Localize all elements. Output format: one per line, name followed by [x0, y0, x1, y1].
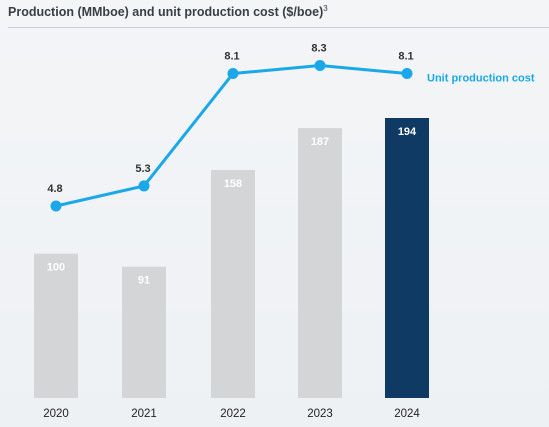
- bar-value-label-2024: 194: [398, 126, 417, 138]
- unit-cost-point-2023: [314, 60, 326, 71]
- unit-cost-point-2024: [401, 68, 413, 80]
- bar-2021: [122, 266, 166, 398]
- unit-cost-value-label-2021: 5.3: [135, 163, 150, 175]
- x-tick-2021: 2021: [131, 408, 157, 420]
- x-tick-2020: 2020: [43, 408, 69, 420]
- unit-cost-points: [50, 60, 413, 212]
- unit-cost-value-label-2020: 4.8: [47, 183, 62, 195]
- unit-cost-point-2021: [138, 180, 150, 192]
- bar-value-label-2021: 91: [138, 275, 150, 287]
- x-tick-2022: 2022: [220, 408, 246, 420]
- unit-cost-point-2022: [227, 68, 239, 80]
- x-axis-tick-labels: 2020 2021 2022 2023 2024: [43, 408, 420, 420]
- title-footnote-marker: 3: [323, 4, 328, 13]
- bar-2023: [298, 128, 342, 398]
- unit-cost-value-labels: 4.8 5.3 8.1 8.3 8.1: [47, 43, 413, 196]
- bar-value-label-2020: 100: [47, 262, 65, 274]
- chart-title-text: Production (MMboe) and unit production c…: [8, 5, 324, 20]
- bar-2020: [34, 253, 78, 398]
- unit-cost-value-label-2022: 8.1: [224, 51, 239, 63]
- unit-cost-value-label-2024: 8.1: [398, 51, 413, 63]
- x-tick-2023: 2023: [307, 408, 333, 420]
- bar-2024: [385, 118, 429, 398]
- unit-cost-point-2020: [50, 200, 62, 212]
- title-divider: [8, 27, 549, 28]
- bar-2022: [211, 169, 255, 398]
- x-tick-2024: 2024: [394, 408, 420, 420]
- chart-title: Production (MMboe) and unit production c…: [8, 4, 328, 19]
- bar-series: [34, 118, 429, 398]
- bar-value-label-2023: 187: [311, 136, 329, 148]
- unit-cost-value-label-2023: 8.3: [311, 43, 326, 55]
- bar-value-labels: 100 91 158 187 194: [47, 126, 417, 287]
- bar-value-label-2022: 158: [224, 178, 242, 190]
- unit-cost-series-label: Unit production cost: [427, 73, 535, 85]
